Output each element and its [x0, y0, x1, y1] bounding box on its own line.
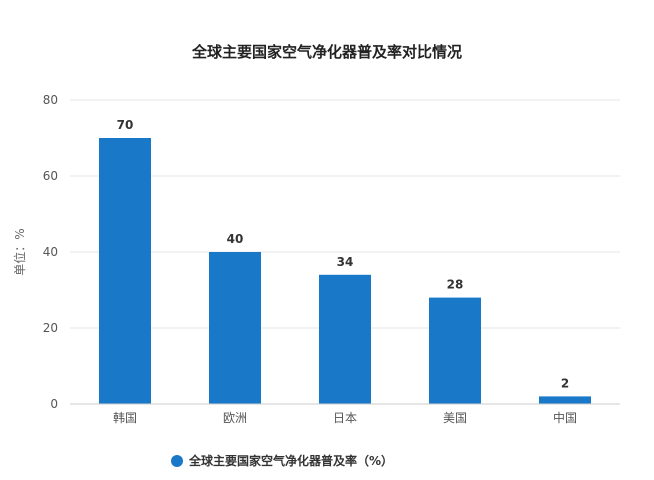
data-label-0: 70	[117, 118, 134, 132]
x-axis-ticks: 韩国 欧洲 日本 美国 中国	[113, 410, 577, 425]
data-label-3: 28	[447, 278, 464, 292]
bars	[99, 138, 591, 404]
y-tick-label: 20	[43, 321, 58, 335]
x-tick-label-3: 美国	[443, 411, 467, 425]
x-tick-label-4: 中国	[553, 410, 577, 425]
y-tick-label: 60	[43, 169, 58, 183]
bar-1[interactable]	[209, 252, 261, 404]
legend-swatch	[171, 455, 183, 467]
bar-2[interactable]	[319, 274, 371, 404]
bar-4[interactable]	[539, 396, 591, 404]
y-tick-label: 80	[43, 93, 58, 107]
legend[interactable]: 全球主要国家空气净化器普及率（%）	[171, 453, 393, 468]
y-axis-ticks: 0 20 40 60 80	[43, 93, 58, 411]
legend-label: 全球主要国家空气净化器普及率（%）	[188, 453, 393, 468]
y-tick-label: 40	[43, 245, 58, 259]
data-labels: 70 40 34 28 2	[117, 118, 570, 390]
data-label-1: 40	[227, 232, 244, 246]
data-label-4: 2	[561, 376, 569, 390]
y-tick-label: 0	[50, 397, 58, 411]
y-axis-label: 单位：%	[12, 228, 27, 275]
x-tick-label-1: 欧洲	[223, 411, 247, 425]
chart-title: 全球主要国家空气净化器普及率对比情况	[191, 43, 462, 61]
data-label-2: 34	[337, 255, 354, 269]
x-tick-label-2: 日本	[333, 411, 357, 425]
bar-0[interactable]	[99, 138, 151, 404]
x-tick-label-0: 韩国	[113, 410, 137, 425]
bar-3[interactable]	[429, 297, 481, 404]
